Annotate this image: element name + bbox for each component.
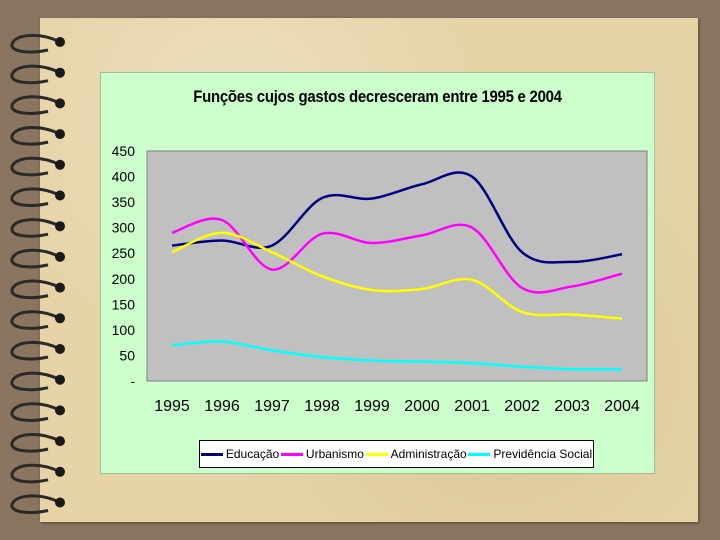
y-tick-label: 100 [112, 322, 136, 338]
binding-hole [55, 221, 65, 232]
x-tick-label: 1998 [304, 398, 340, 415]
y-tick-label: 450 [112, 143, 136, 159]
y-tick-label: 250 [112, 245, 136, 261]
x-tick-label: 1996 [204, 398, 240, 415]
spiral-ring [10, 341, 61, 361]
legend-label: Urbanismo [305, 447, 364, 461]
spiral-ring [10, 310, 61, 330]
legend-swatch [365, 452, 388, 456]
binding-hole [55, 313, 65, 324]
legend-entry: Educação [200, 447, 280, 461]
series-line [171, 340, 623, 371]
binding-hole [55, 37, 65, 47]
spiral-ring [10, 156, 61, 177]
y-tick-label: 400 [112, 169, 136, 185]
binding-hole [55, 129, 65, 140]
line-chart: - 50 100 150 200 250 300 350 400 450 1995 1996 1997 1… [112, 143, 648, 415]
series-line [171, 217, 623, 294]
x-tick-label: 2000 [404, 398, 440, 415]
x-tick-label: 1999 [354, 398, 390, 415]
legend-entry: Previdência Social [468, 447, 592, 461]
binding-hole [55, 497, 65, 508]
x-tick-label: 2003 [554, 398, 590, 415]
binding-hole [55, 436, 65, 447]
binding-hole [55, 67, 65, 78]
binding-hole [55, 282, 65, 293]
series-line [171, 231, 623, 320]
x-tick-label: 2001 [454, 398, 490, 415]
chart-panel: Funções cujos gastos decresceram entre 1… [100, 72, 655, 474]
binding-hole [55, 405, 65, 416]
x-tick-label: 1997 [254, 398, 290, 415]
spiral-ring [10, 126, 61, 146]
spiral-ring [10, 218, 61, 238]
binding-hole [55, 466, 65, 477]
y-tick-label: - [130, 373, 135, 389]
spiral-ring [10, 187, 61, 207]
legend-entry: Urbanismo [280, 447, 364, 461]
legend-swatch [200, 452, 223, 456]
x-tick-label: 1995 [154, 398, 190, 415]
spiral-ring [10, 34, 61, 54]
spiral-ring [10, 433, 61, 453]
binding-hole [55, 251, 65, 262]
y-tick-label: 200 [112, 271, 136, 287]
y-tick-label: 300 [112, 220, 136, 236]
spiral-ring [10, 494, 61, 514]
legend-swatch [280, 452, 303, 456]
legend-label: Educação [225, 447, 280, 461]
y-tick-label: 50 [119, 347, 135, 363]
spiral-ring [10, 279, 61, 300]
chart-title: Funções cujos gastos decresceram entre 1… [193, 87, 562, 106]
y-tick-label: 350 [112, 194, 136, 210]
legend-swatch [468, 452, 491, 456]
binding-hole [55, 190, 65, 201]
binding-hole [55, 98, 65, 109]
binding-hole [55, 344, 65, 354]
spiral-binding [10, 34, 65, 514]
legend-entry: Administração [365, 447, 467, 461]
legend-label: Previdência Social [493, 447, 593, 461]
spiral-ring [10, 371, 61, 392]
spiral-ring [10, 64, 61, 85]
binding-hole [55, 159, 65, 170]
chart-legend: Educação Urbanismo Administração Previdênci… [199, 440, 594, 468]
x-tick-label: 2004 [604, 398, 640, 415]
y-tick-label: 150 [112, 296, 136, 312]
spiral-ring [10, 95, 61, 115]
spiral-ring [10, 248, 61, 269]
plot-area [146, 150, 648, 382]
series-line [171, 171, 623, 264]
binding-hole [55, 374, 65, 385]
x-tick-label: 2002 [504, 398, 540, 415]
spiral-ring [10, 402, 61, 422]
legend-label: Administração [390, 447, 467, 461]
spiral-ring [10, 463, 61, 484]
